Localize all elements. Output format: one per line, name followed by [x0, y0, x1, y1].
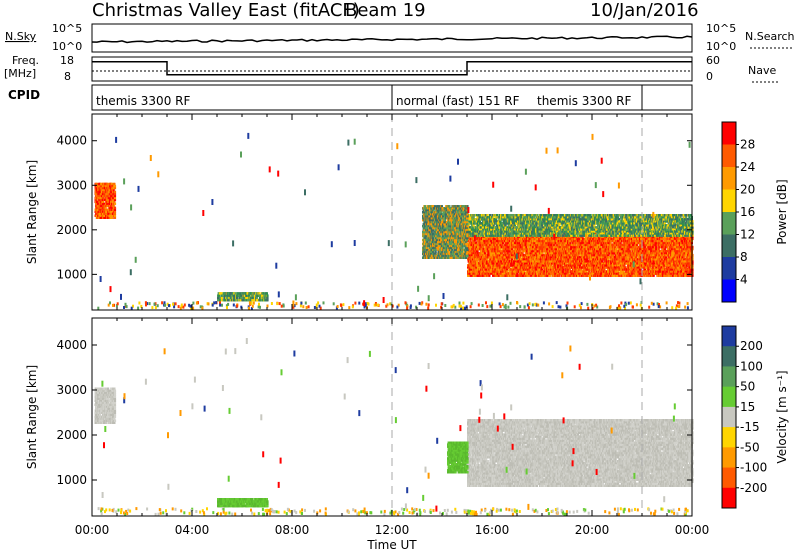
data-cell: [236, 297, 238, 300]
nsearch-label: N.Search: [745, 30, 795, 43]
data-cell: [221, 297, 223, 300]
nsky-label: N.Sky: [5, 30, 37, 43]
cpid-label: CPID: [8, 88, 40, 102]
data-cell: [266, 294, 268, 297]
cpid-segment-label: normal (fast) 151 RF: [396, 94, 520, 108]
data-cell: [240, 299, 242, 302]
data-cell: [256, 297, 258, 300]
data-cell: [248, 294, 250, 297]
data-cell: [225, 294, 227, 297]
data-cell: [222, 294, 224, 297]
data-cell: [266, 299, 268, 302]
nsky-tick-top: 10^5: [52, 22, 82, 35]
data-cell: [263, 292, 265, 295]
data-cell: [114, 191, 116, 194]
data-cell: [219, 299, 221, 302]
freq-tick-top: 18: [60, 54, 74, 67]
cpid-segments: themis 3300 RF normal (fast) 151 RF themis…: [96, 85, 642, 110]
data-cell: [114, 185, 116, 188]
nsky-series: [92, 36, 692, 42]
data-cell: [114, 207, 116, 210]
data-cell: [242, 299, 244, 302]
nave-tick-bottom: 0: [706, 70, 713, 83]
nave-label: Nave: [748, 64, 776, 77]
freq-series: [92, 62, 692, 75]
freq-tick-bottom: 8: [64, 70, 71, 83]
data-cell: [266, 292, 268, 295]
nave-tick-top: 60: [706, 54, 720, 67]
beam-label: Beam 19: [345, 0, 426, 21]
data-cell: [258, 292, 260, 295]
nsky-tick-bottom: 10^0: [52, 40, 82, 53]
nsearch-tick-bottom: 10^0: [706, 40, 736, 53]
freq-unit: [MHz]: [4, 67, 36, 80]
cpid-segment-label: themis 3300 RF: [96, 94, 190, 108]
station-title: Christmas Valley East (fitACF): [92, 0, 360, 21]
data-cell: [217, 299, 219, 302]
freq-panel-frame: [92, 57, 692, 81]
data-cell: [114, 203, 116, 206]
data-cell: [218, 294, 220, 297]
data-cell: [266, 297, 268, 300]
date-label: 10/Jan/2016: [590, 0, 699, 21]
radar-plot: Christmas Valley East (fitACF) Beam 19 1…: [0, 0, 800, 554]
cpid-segment-label: themis 3300 RF: [537, 94, 631, 108]
freq-label: Freq.: [12, 54, 39, 67]
nsearch-tick-top: 10^5: [706, 22, 736, 35]
